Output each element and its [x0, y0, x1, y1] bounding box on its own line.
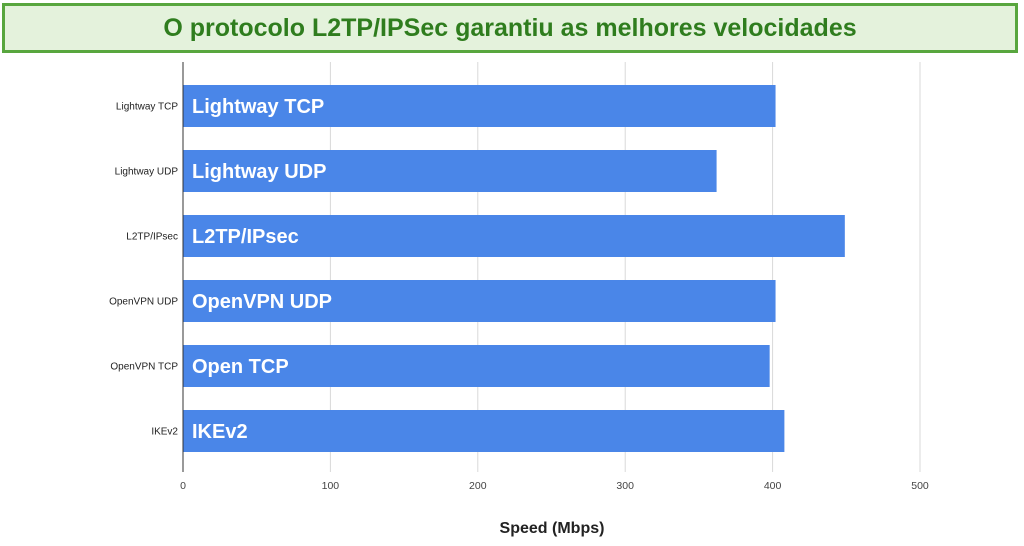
bar-label: IKEv2 — [192, 421, 248, 443]
bar-label: OpenVPN UDP — [192, 291, 332, 313]
bar-label: Open TCP — [192, 356, 289, 378]
category-label: OpenVPN UDP — [109, 297, 178, 308]
bars: Lightway TCP Lightway UDP L2TP/IPsec OpenVP… — [183, 85, 845, 452]
category-label: L2TP/IPsec — [126, 232, 178, 243]
tick-labels: 0 100 200 300 400 500 — [180, 480, 929, 492]
chart-title: O protocolo L2TP/IPSec garantiu as melho… — [163, 13, 857, 42]
bar — [183, 410, 785, 452]
bar — [183, 215, 845, 257]
bar-label: Lightway TCP — [192, 96, 324, 118]
bar — [183, 345, 770, 387]
x-tick-label: 300 — [616, 480, 634, 492]
bar — [183, 150, 717, 192]
x-tick-label: 0 — [180, 480, 186, 492]
gridlines — [329, 62, 921, 472]
x-tick-label: 400 — [764, 480, 782, 492]
category-label: Lightway UDP — [115, 167, 179, 178]
category-labels: Lightway TCP Lightway UDP L2TP/IPsec OpenVP… — [109, 102, 178, 438]
bar — [183, 280, 776, 322]
bar — [183, 85, 776, 127]
category-label: IKEv2 — [151, 427, 178, 438]
chart-title-banner: O protocolo L2TP/IPSec garantiu as melho… — [2, 3, 1018, 53]
bar-label: L2TP/IPsec — [192, 226, 299, 248]
x-tick-label: 500 — [911, 480, 929, 492]
x-tick-label: 100 — [322, 480, 340, 492]
x-tick-label: 200 — [469, 480, 487, 492]
category-label: OpenVPN TCP — [110, 362, 178, 373]
bar-label: Lightway UDP — [192, 161, 326, 183]
x-axis-title: Speed (Mbps) — [500, 520, 605, 537]
category-label: Lightway TCP — [116, 102, 178, 113]
